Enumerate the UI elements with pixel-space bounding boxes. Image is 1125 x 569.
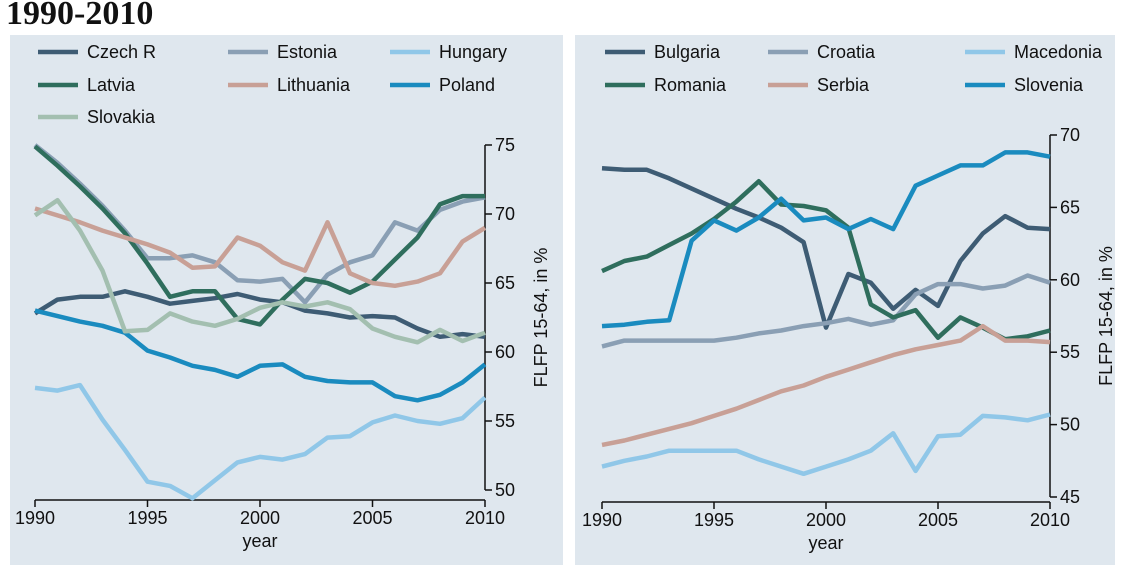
y-tick-label: 65 [1060, 197, 1080, 217]
x-axis-label: year [242, 531, 277, 551]
legend-label: Poland [439, 75, 495, 95]
y-tick-label: 50 [495, 480, 515, 500]
x-tick-label: 2000 [806, 510, 846, 530]
legend-label: Slovenia [1014, 75, 1084, 95]
left-panel [10, 35, 563, 565]
series-line [601, 273, 1051, 349]
figure-title: 1990-2010 [6, 0, 153, 32]
y-tick-label: 55 [1060, 342, 1080, 362]
legend-label: Serbia [817, 75, 870, 95]
series-line [601, 179, 1051, 342]
y-tick-label: 65 [495, 273, 515, 293]
series-line [601, 166, 1051, 330]
y-tick-label: 70 [1060, 125, 1080, 145]
series-line [33, 197, 486, 345]
legend-label: Croatia [817, 42, 876, 62]
series-line [601, 323, 1051, 448]
legend-label: Macedonia [1014, 42, 1103, 62]
legend-label: Estonia [277, 42, 338, 62]
x-tick-label: 1990 [15, 508, 55, 528]
y-tick-label: 60 [495, 342, 515, 362]
x-tick-label: 2010 [1030, 510, 1070, 530]
x-tick-label: 1995 [694, 510, 734, 530]
series-line [34, 382, 487, 501]
y-tick-label: 70 [495, 204, 515, 224]
series-line [34, 206, 487, 289]
y-tick-label: 75 [495, 135, 515, 155]
legend-label: Czech R [87, 42, 156, 62]
x-tick-label: 1995 [127, 508, 167, 528]
legend-label: Lithuania [277, 75, 351, 95]
series-line [601, 150, 1051, 329]
x-tick-label: 2010 [465, 508, 505, 528]
x-tick-label: 2000 [240, 508, 280, 528]
y-tick-label: 45 [1060, 487, 1080, 507]
legend-label: Hungary [439, 42, 507, 62]
legend-label: Romania [654, 75, 727, 95]
y-axis-label: FLFP 15-64, in % [531, 248, 551, 388]
right-panel [575, 35, 1115, 565]
series-line [33, 144, 485, 327]
y-tick-label: 50 [1060, 415, 1080, 435]
x-tick-label: 2005 [918, 510, 958, 530]
y-tick-label: 60 [1060, 270, 1080, 290]
legend-label: Slovakia [87, 107, 156, 127]
x-axis-label: year [808, 533, 843, 553]
y-tick-label: 55 [495, 411, 515, 431]
legend-label: Latvia [87, 75, 136, 95]
x-tick-label: 1990 [582, 510, 622, 530]
x-tick-label: 2005 [352, 508, 392, 528]
series-line [601, 412, 1051, 477]
series-line [34, 308, 487, 403]
y-axis-label: FLFP 15-64, in % [1096, 246, 1116, 386]
legend-label: Bulgaria [654, 42, 721, 62]
